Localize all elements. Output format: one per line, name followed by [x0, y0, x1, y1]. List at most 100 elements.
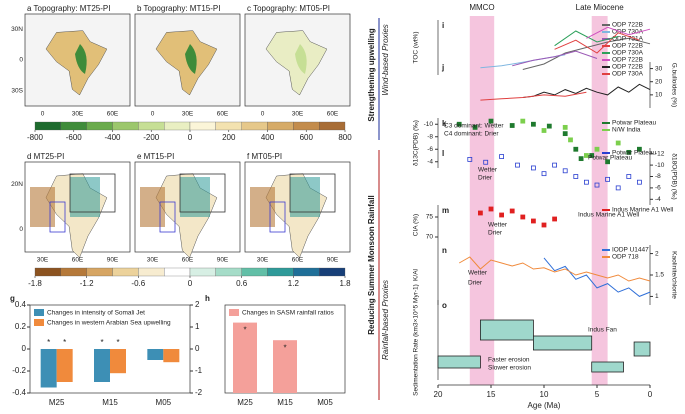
series-point — [467, 156, 473, 162]
series-point — [573, 146, 579, 152]
colorbar-label: 600 — [300, 133, 314, 142]
x-tick-label: M15 — [102, 398, 118, 407]
panel-letter: n — [442, 246, 447, 255]
colorbar-swatch — [215, 121, 242, 131]
x-tick-label: M05 — [156, 398, 172, 407]
colorbar-swatch — [164, 267, 191, 277]
bar — [110, 349, 126, 374]
annotation: Wetter — [478, 167, 498, 174]
y-tick-label: -8 — [427, 133, 433, 140]
colorbar-swatch — [60, 267, 87, 277]
series-point — [472, 124, 478, 130]
series-point — [562, 124, 568, 130]
y2-tick-label: 1.5 — [655, 272, 664, 279]
y2-tick-label: -2 — [195, 388, 203, 397]
lat-label: 0 — [19, 226, 23, 233]
series-line — [586, 26, 651, 39]
y-axis-label: δ18O(PDB) (‰) — [670, 153, 677, 199]
series-point — [520, 214, 526, 220]
legend-label: Changes in intensity of Somali Jet — [47, 310, 145, 317]
lat-label: 20N — [11, 181, 23, 188]
y-tick-label: -0.2 — [12, 366, 26, 375]
highland — [295, 44, 307, 74]
colorbar-swatch — [267, 267, 294, 277]
lon-label: 30E — [292, 111, 304, 118]
colorbar-swatch — [319, 121, 346, 131]
legend-label: Potwar Plateau — [612, 150, 656, 157]
legend-label: ODP 718 — [612, 254, 639, 261]
map-title: b Topography: MT15-PI — [137, 4, 220, 13]
annotation: Slower erosion — [488, 365, 531, 372]
lon-label: 30E — [257, 257, 269, 264]
x-tick-label: M15 — [277, 398, 293, 407]
panel-letter: j — [441, 63, 444, 72]
series-point — [520, 118, 526, 124]
legend-swatch — [229, 309, 239, 316]
annotation: Indus Fan — [588, 327, 617, 334]
legend-label: Indus Marine A1 Well — [612, 207, 674, 214]
map-title: e MT15-PI — [137, 152, 174, 161]
series-point — [541, 171, 547, 177]
series-point — [509, 123, 515, 128]
series-point — [615, 185, 621, 191]
legend-label: ODP 730A — [612, 71, 644, 78]
lon-label: 30E — [37, 257, 49, 264]
series-point — [573, 174, 579, 179]
anomaly — [290, 177, 320, 217]
lon-label: 60E — [292, 257, 304, 264]
series-line — [522, 37, 651, 70]
colorbar-label: 0 — [188, 133, 193, 142]
annotation: C4 dominant: Drier — [444, 131, 499, 138]
lon-label: 30E — [147, 257, 159, 264]
legend-label: ODP 730A — [612, 29, 644, 36]
panel-letter: i — [442, 21, 444, 30]
y-tick-label: -8 — [655, 173, 661, 180]
land — [45, 30, 108, 96]
lon-label: 60E — [72, 257, 84, 264]
annotation: C3 dominant: Wetter — [444, 123, 504, 130]
series-point — [605, 159, 610, 165]
annotation: Faster erosion — [488, 357, 530, 364]
annotation: Indus Marine A1 Well — [578, 212, 640, 219]
box — [69, 173, 116, 213]
anomaly — [180, 177, 210, 217]
sed-box — [591, 361, 624, 373]
lat-label: 0 — [19, 57, 23, 64]
bar — [56, 349, 73, 382]
annotation: Potwar Plateau — [588, 155, 632, 162]
map-title: f MT05-PI — [247, 152, 282, 161]
lon-label: 90E — [107, 257, 119, 264]
series-point — [488, 118, 494, 124]
colorbar-label: -200 — [143, 133, 160, 142]
bar — [273, 340, 297, 393]
side-label: Rainfall-based Proxies — [381, 280, 390, 360]
y2-tick-label: 1 — [195, 322, 200, 331]
legend-swatch — [34, 319, 44, 326]
lat-label: 30N — [11, 26, 23, 33]
anomaly — [140, 187, 165, 227]
box — [179, 173, 226, 213]
colorbar-label: 1.2 — [288, 279, 300, 288]
sed-box — [437, 355, 481, 369]
colorbar-swatch — [112, 267, 139, 277]
annotation: Drier — [488, 230, 503, 237]
lon-label: 0 — [41, 111, 45, 118]
x-tick-label: 0 — [648, 390, 653, 399]
legend-label: Changes in western Arabian Sea upwelling — [47, 320, 171, 327]
y2-tick-label: 1 — [655, 293, 659, 300]
map-title: c Topography: MT05-PI — [247, 4, 330, 13]
series-point — [552, 216, 557, 222]
y-tick-label: -0.4 — [12, 388, 26, 397]
bar — [147, 349, 164, 360]
series-point — [541, 128, 547, 133]
lon-label: 60E — [217, 111, 229, 118]
series-point — [531, 165, 536, 171]
colorbar-label: 800 — [338, 133, 352, 142]
colorbar-swatch — [293, 267, 320, 277]
colorbar-label: -1.2 — [80, 279, 94, 288]
series-point — [568, 137, 573, 143]
series-point — [456, 121, 462, 127]
annotation: Drier — [478, 175, 493, 182]
colorbar-swatch — [267, 121, 294, 131]
y-axis-label: TOC (wt%) — [413, 31, 420, 63]
